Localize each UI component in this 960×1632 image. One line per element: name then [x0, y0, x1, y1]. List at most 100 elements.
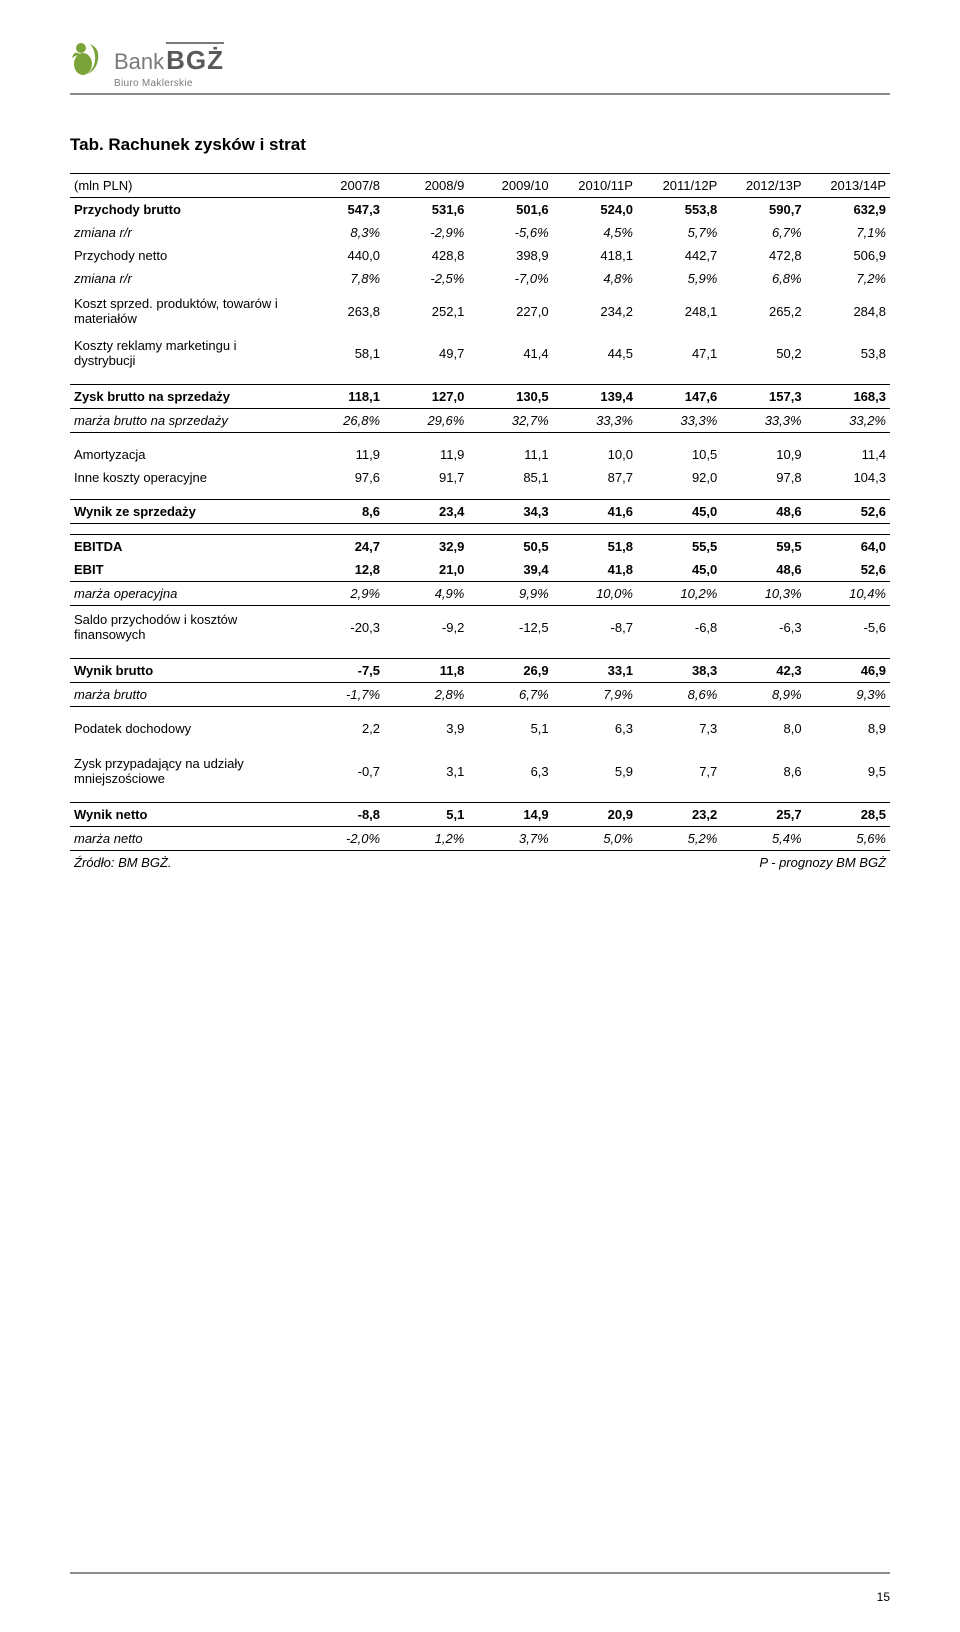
table-row: Koszty reklamy marketingu i dystrybucji5…	[70, 332, 890, 374]
cell: 32,9	[384, 535, 468, 559]
col-header: 2013/14P	[806, 174, 890, 198]
row-label: Przychody netto	[70, 244, 300, 267]
cell: 41,4	[468, 332, 552, 374]
table-title: Tab. Rachunek zysków i strat	[70, 135, 890, 155]
cell: 48,6	[721, 558, 805, 582]
cell: 48,6	[721, 500, 805, 524]
cell: 7,2%	[806, 267, 890, 290]
cell: 10,2%	[637, 582, 721, 606]
table-row	[70, 524, 890, 535]
cell: -1,7%	[300, 683, 384, 707]
cell: -8,7	[553, 606, 637, 649]
cell: 20,9	[553, 803, 637, 827]
row-label: zmiana r/r	[70, 221, 300, 244]
cell: 26,8%	[300, 409, 384, 433]
cell: 55,5	[637, 535, 721, 559]
cell: -2,9%	[384, 221, 468, 244]
cell: 284,8	[806, 290, 890, 332]
cell: 91,7	[384, 466, 468, 489]
cell: 9,5	[806, 750, 890, 792]
cell: 50,5	[468, 535, 552, 559]
cell: 10,9	[721, 443, 805, 466]
cell: 10,5	[637, 443, 721, 466]
cell: -0,7	[300, 750, 384, 792]
table-row: EBITDA24,732,950,551,855,559,564,0	[70, 535, 890, 559]
logo-bank-word: Bank	[114, 49, 164, 75]
cell: 12,8	[300, 558, 384, 582]
cell: 252,1	[384, 290, 468, 332]
col-header: 2008/9	[384, 174, 468, 198]
cell: 10,3%	[721, 582, 805, 606]
cell: -20,3	[300, 606, 384, 649]
table-row: zmiana r/r7,8%-2,5%-7,0%4,8%5,9%6,8%7,2%	[70, 267, 890, 290]
cell: 8,9%	[721, 683, 805, 707]
cell: 10,0%	[553, 582, 637, 606]
logo-bgz-word: BGŻ	[166, 42, 224, 76]
cell: 42,3	[721, 659, 805, 683]
cell: 32,7%	[468, 409, 552, 433]
cell: 64,0	[806, 535, 890, 559]
cell: 6,3	[468, 750, 552, 792]
cell: 29,6%	[384, 409, 468, 433]
cell: 33,3%	[553, 409, 637, 433]
cell: 52,6	[806, 500, 890, 524]
cell: 5,4%	[721, 827, 805, 851]
cell: 14,9	[468, 803, 552, 827]
cell: 130,5	[468, 385, 552, 409]
source-right: P - prognozy BM BGŻ	[480, 853, 890, 874]
table-row: Wynik ze sprzedaży8,623,434,341,645,048,…	[70, 500, 890, 524]
cell: 23,4	[384, 500, 468, 524]
cell: 97,8	[721, 466, 805, 489]
table-row: marża brutto na sprzedaży26,8%29,6%32,7%…	[70, 409, 890, 433]
cell: 45,0	[637, 500, 721, 524]
table-row: marża operacyjna2,9%4,9%9,9%10,0%10,2%10…	[70, 582, 890, 606]
cell: -8,8	[300, 803, 384, 827]
table-row: Inne koszty operacyjne97,691,785,187,792…	[70, 466, 890, 489]
table-row: Saldo przychodów i kosztów finansowych-2…	[70, 606, 890, 649]
row-label: Amortyzacja	[70, 443, 300, 466]
cell: 157,3	[721, 385, 805, 409]
cell: 531,6	[384, 198, 468, 222]
col-header: (mln PLN)	[70, 174, 300, 198]
cell: 5,9%	[637, 267, 721, 290]
cell: 2,2	[300, 717, 384, 740]
row-label: marża brutto na sprzedaży	[70, 409, 300, 433]
table-row: Amortyzacja11,911,911,110,010,510,911,4	[70, 443, 890, 466]
cell: 7,8%	[300, 267, 384, 290]
cell: 1,2%	[384, 827, 468, 851]
cell: 7,1%	[806, 221, 890, 244]
cell: 428,8	[384, 244, 468, 267]
row-label: Inne koszty operacyjne	[70, 466, 300, 489]
table-row: Przychody brutto547,3531,6501,6524,0553,…	[70, 198, 890, 222]
table-row: EBIT12,821,039,441,845,048,652,6	[70, 558, 890, 582]
row-label: Wynik brutto	[70, 659, 300, 683]
cell: 3,1	[384, 750, 468, 792]
table-row	[70, 792, 890, 803]
cell: 97,6	[300, 466, 384, 489]
cell: 553,8	[637, 198, 721, 222]
row-label: zmiana r/r	[70, 267, 300, 290]
cell: 5,6%	[806, 827, 890, 851]
cell: 524,0	[553, 198, 637, 222]
cell: 398,9	[468, 244, 552, 267]
cell: 33,1	[553, 659, 637, 683]
cell: 5,1	[468, 717, 552, 740]
logo-icon	[70, 40, 106, 82]
cell: 34,3	[468, 500, 552, 524]
cell: 11,8	[384, 659, 468, 683]
cell: 7,7	[637, 750, 721, 792]
row-label: Zysk przypadający na udziały mniejszości…	[70, 750, 300, 792]
cell: -5,6%	[468, 221, 552, 244]
table-row: Wynik brutto-7,511,826,933,138,342,346,9	[70, 659, 890, 683]
cell: 10,0	[553, 443, 637, 466]
cell: -5,6	[806, 606, 890, 649]
row-label: Podatek dochodowy	[70, 717, 300, 740]
table-row: zmiana r/r8,3%-2,9%-5,6%4,5%5,7%6,7%7,1%	[70, 221, 890, 244]
table-row	[70, 740, 890, 750]
table-row	[70, 433, 890, 444]
cell: 21,0	[384, 558, 468, 582]
cell: 8,6	[721, 750, 805, 792]
cell: 501,6	[468, 198, 552, 222]
col-header: 2010/11P	[553, 174, 637, 198]
cell: 3,7%	[468, 827, 552, 851]
